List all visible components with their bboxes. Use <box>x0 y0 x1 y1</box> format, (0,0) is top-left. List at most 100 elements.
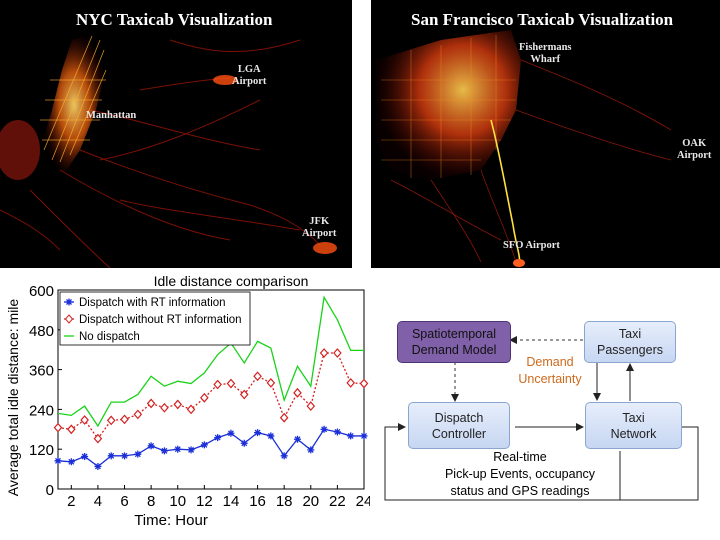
data-point <box>173 399 183 410</box>
data-point <box>120 414 129 425</box>
x-tick-label: 4 <box>94 493 102 510</box>
y-tick-label: 120 <box>29 442 54 459</box>
demand-uncertainty-label: Demand Uncertainty <box>518 355 582 386</box>
data-point <box>319 348 329 358</box>
data-point <box>186 404 196 415</box>
fishermans-wharf-label: Fishermans Wharf <box>519 42 572 65</box>
x-tick-label: 2 <box>67 493 75 510</box>
spatiotemporal-demand-model-box: Spatiotemporal Demand Model <box>397 321 511 363</box>
data-point <box>200 441 208 449</box>
nyc-taxi-map: NYC Taxicab Visualization Manhattan LGA … <box>0 0 352 268</box>
x-tick-label: 16 <box>249 493 266 510</box>
y-axis-label: Average total idle distance: mile <box>5 299 21 497</box>
nyc-map-graphic <box>0 30 337 268</box>
spatiotemporal-demand-model-label: Spatiotemporal Demand Model <box>411 327 497 357</box>
chart-title: Idle distance comparison <box>154 273 309 289</box>
legend-marker <box>65 298 73 306</box>
data-point <box>293 435 301 443</box>
sf-taxi-map: San Francisco Taxicab Visualization Fish… <box>371 0 720 268</box>
data-point <box>146 398 156 409</box>
data-point <box>346 377 355 388</box>
data-point <box>200 392 209 403</box>
data-point <box>320 425 328 433</box>
data-point <box>160 402 169 413</box>
sf-map-title: San Francisco Taxicab Visualization <box>411 10 674 29</box>
data-point <box>134 450 142 458</box>
data-point <box>279 412 289 423</box>
data-point <box>187 446 195 454</box>
legend-box <box>59 291 251 346</box>
real-time-events-label: Real-time Pick-up Events, occupancy stat… <box>444 450 596 498</box>
oak-airport-label: OAK Airport <box>677 138 712 161</box>
x-tick-label: 6 <box>120 493 128 510</box>
x-tick-label: 18 <box>276 493 293 510</box>
data-point <box>280 452 288 460</box>
dispatch-controller-box: Dispatch Controller <box>408 402 510 449</box>
nyc-map-title: NYC Taxicab Visualization <box>76 10 273 29</box>
data-point <box>253 371 262 382</box>
lga-airport-label: LGA Airport <box>232 64 267 87</box>
data-point <box>333 348 342 358</box>
x-tick-label: 24 <box>356 493 370 510</box>
data-point <box>306 401 316 411</box>
data-point <box>359 378 369 389</box>
taxi-network-label: Taxi Network <box>610 410 657 441</box>
x-tick-label: 22 <box>329 493 346 510</box>
y-tick-label: 240 <box>29 402 54 419</box>
data-point <box>266 377 276 388</box>
data-point <box>333 428 341 436</box>
data-point <box>307 446 315 454</box>
sfo-airport-label: SFO Airport <box>503 240 560 251</box>
jfk-airport-label: JFK Airport <box>302 216 337 239</box>
data-point <box>80 415 89 425</box>
taxi-passengers-box: Taxi Passengers <box>584 321 676 363</box>
x-tick-label: 10 <box>169 493 186 510</box>
data-point <box>81 452 89 460</box>
legend-marker <box>64 314 74 324</box>
data-point <box>254 429 262 437</box>
x-tick-label: 8 <box>147 493 155 510</box>
data-point <box>174 445 182 453</box>
data-point <box>226 378 236 389</box>
data-point <box>293 387 302 398</box>
data-point <box>239 389 249 400</box>
x-tick-label: 14 <box>223 493 240 510</box>
data-point <box>227 429 235 437</box>
dispatch-diagram: Spatiotemporal Demand Model Taxi Passeng… <box>375 285 720 515</box>
legend-label: Dispatch with RT information <box>79 297 226 309</box>
sf-map-graphic <box>376 30 672 267</box>
data-point <box>133 409 143 420</box>
manhattan-label: Manhattan <box>86 110 137 121</box>
data-point <box>94 462 102 470</box>
data-point <box>93 433 103 444</box>
legend-label: Dispatch without RT information <box>79 314 242 326</box>
series-line <box>57 295 364 428</box>
data-point <box>240 439 248 447</box>
y-tick-label: 360 <box>29 363 54 380</box>
x-tick-label: 12 <box>196 493 213 510</box>
series-line <box>57 352 365 440</box>
taxi-network-box: Taxi Network <box>585 402 682 449</box>
data-point <box>147 442 155 450</box>
taxi-passengers-label: Taxi Passengers <box>596 327 663 357</box>
diagram-arrows <box>384 336 699 501</box>
data-point <box>54 457 62 465</box>
data-point <box>53 422 63 433</box>
data-point <box>213 379 222 390</box>
y-tick-label: 600 <box>29 283 54 300</box>
x-axis-label: Time: Hour <box>134 512 208 529</box>
data-point <box>107 452 115 460</box>
data-point <box>121 452 129 460</box>
data-point <box>67 424 76 435</box>
dispatch-controller-label: Dispatch Controller <box>431 410 487 441</box>
data-point <box>67 458 75 466</box>
x-tick-label: 20 <box>302 493 319 510</box>
data-point <box>160 447 168 455</box>
y-tick-label: 0 <box>46 482 54 499</box>
idle-distance-chart: Idle distance comparison 0 120 240 360 480 600… <box>5 273 370 529</box>
data-point <box>267 432 275 440</box>
legend-label: No dispatch <box>79 331 140 343</box>
data-point <box>347 432 355 440</box>
data-point <box>360 432 368 440</box>
y-tick-label: 480 <box>29 323 54 340</box>
